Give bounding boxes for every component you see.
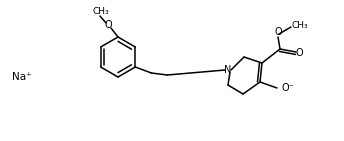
Text: O: O <box>104 20 112 30</box>
Text: O⁻: O⁻ <box>282 83 295 93</box>
Text: O: O <box>274 27 282 37</box>
Text: CH₃: CH₃ <box>292 20 308 29</box>
Text: CH₃: CH₃ <box>93 6 109 16</box>
Text: N: N <box>224 65 232 75</box>
Text: Na⁺: Na⁺ <box>12 72 32 82</box>
Text: O: O <box>295 48 303 58</box>
